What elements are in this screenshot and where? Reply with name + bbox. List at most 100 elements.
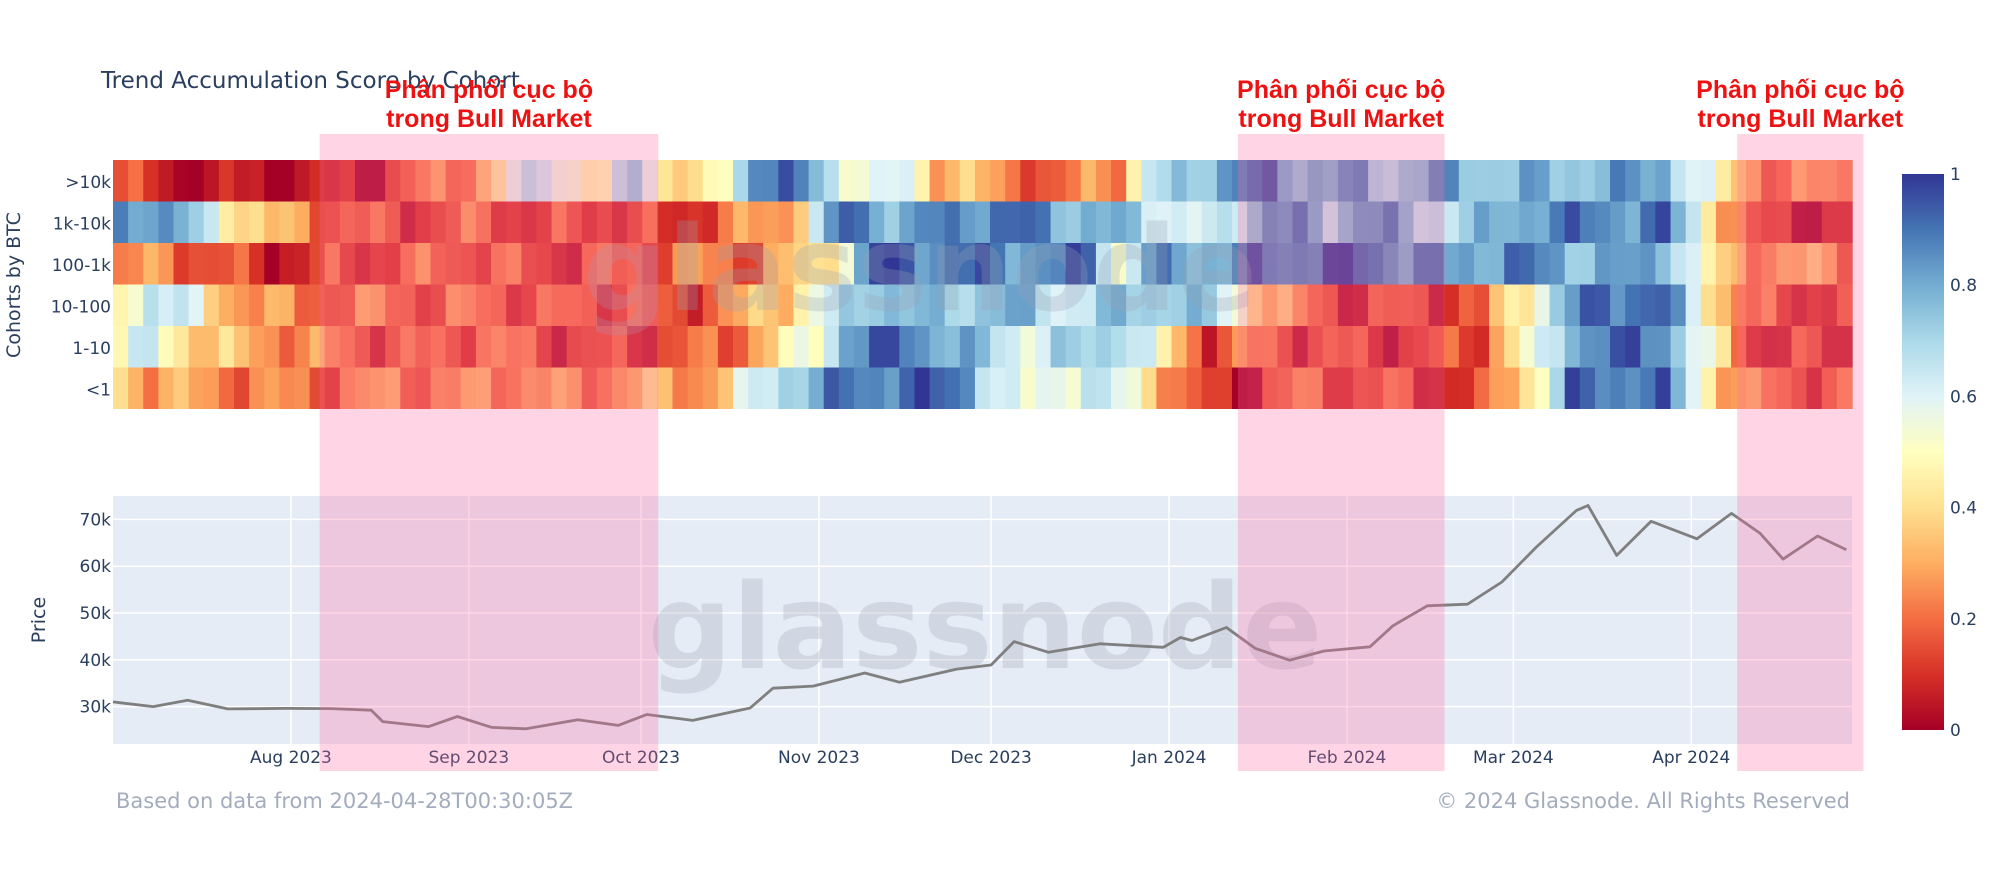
heatmap-cell (778, 326, 795, 368)
heatmap-cell (914, 367, 931, 409)
heatmap-cell (1247, 243, 1263, 285)
heatmap-cell (1489, 326, 1505, 368)
heatmap-cell (551, 201, 568, 243)
colorbar-tick: 1 (1950, 165, 1961, 185)
heatmap-cell (491, 201, 507, 243)
price-x-tick: Jan 2024 (1131, 748, 1207, 768)
heatmap-cell (1020, 243, 1037, 285)
heatmap-cell (808, 243, 825, 285)
heatmap-cell (1655, 201, 1672, 243)
heatmap-cell (1655, 326, 1672, 368)
heatmap-cell (1005, 201, 1021, 243)
heatmap-cell (1731, 243, 1747, 285)
heatmap-cell (1836, 326, 1853, 368)
heatmap-cell (717, 243, 734, 285)
heatmap-cell (899, 243, 916, 285)
heatmap-cell (1428, 326, 1445, 368)
heatmap-cell (1776, 160, 1793, 202)
heatmap-cell (1337, 284, 1354, 326)
heatmap-cell (1776, 284, 1793, 326)
heatmap-cell (1111, 326, 1127, 368)
heatmap-cell (1201, 201, 1218, 243)
heatmap-cell (203, 201, 220, 243)
heatmap-cell (1579, 284, 1596, 326)
heatmap-cell (324, 326, 341, 368)
heatmap-cell (1065, 160, 1082, 202)
heatmap-cell (1534, 326, 1551, 368)
heatmap-cell (944, 284, 961, 326)
heatmap-cell (1761, 284, 1778, 326)
heatmap-cell (506, 160, 522, 202)
heatmap-cell (717, 367, 734, 409)
heatmap-cell (1413, 367, 1430, 409)
heatmap-cell (1791, 160, 1808, 202)
heatmap-cell (1201, 243, 1218, 285)
heatmap-cell (1065, 367, 1082, 409)
heatmap-cell (354, 326, 371, 368)
heatmap-cell (113, 160, 129, 202)
heatmap-cell (370, 243, 386, 285)
heatmap-cell (1247, 367, 1263, 409)
footer-source: Based on data from 2024-04-28T00:30:05Z (116, 789, 573, 813)
heatmap-cell (1776, 326, 1793, 368)
heatmap-cell (808, 201, 825, 243)
heatmap-cell (748, 284, 764, 326)
heatmap-cell (324, 160, 341, 202)
heatmap-row (113, 367, 1853, 409)
heatmap-cell (1791, 201, 1808, 243)
heatmap-cell (1413, 326, 1430, 368)
heatmap-cell (944, 201, 961, 243)
heatmap-cell (1458, 367, 1475, 409)
heatmap-cell (1292, 160, 1309, 202)
heatmap-cell (884, 367, 901, 409)
heatmap-cell (1670, 160, 1687, 202)
heatmap-cell (309, 160, 326, 202)
heatmap-cell (974, 201, 991, 243)
heatmap-cell (672, 201, 689, 243)
heatmap-cell (1625, 160, 1641, 202)
heatmap-cell (612, 284, 628, 326)
heatmap-cell (430, 243, 447, 285)
heatmap-cell (1731, 201, 1747, 243)
heatmap-cell (914, 243, 931, 285)
price-x-tick: Dec 2023 (950, 748, 1032, 768)
heatmap-cell (551, 326, 568, 368)
heatmap-cell (370, 160, 386, 202)
heatmap-cell (400, 201, 417, 243)
heatmap-cell (1700, 326, 1717, 368)
heatmap-cell (339, 284, 356, 326)
heatmap-cell (1080, 243, 1097, 285)
heatmap-cell (702, 201, 719, 243)
heatmap-cell (551, 284, 568, 326)
heatmap-cell (1095, 367, 1112, 409)
heatmap-cell (884, 243, 901, 285)
heatmap-cell (657, 201, 674, 243)
heatmap-cell (929, 201, 946, 243)
heatmap-cell (914, 160, 931, 202)
heatmap-cell (1186, 243, 1203, 285)
heatmap-cell (1141, 284, 1158, 326)
heatmap-cell (1670, 326, 1687, 368)
heatmap-cell (642, 326, 659, 368)
heatmap-cell (218, 160, 235, 202)
heatmap-cell (279, 243, 296, 285)
price-x-tick: Apr 2024 (1652, 748, 1730, 768)
heatmap-cell (914, 326, 931, 368)
heatmap-cell (173, 243, 190, 285)
heatmap-cell (1579, 201, 1596, 243)
heatmap-cell (884, 326, 901, 368)
heatmap-cell (294, 367, 311, 409)
heatmap-cell (1307, 284, 1324, 326)
heatmap-cell (1095, 243, 1112, 285)
heatmap-cell (1383, 201, 1400, 243)
heatmap-cell (1519, 160, 1536, 202)
heatmap-cell (1594, 243, 1611, 285)
heatmap-cell (1292, 284, 1309, 326)
heatmap-cell (1806, 243, 1823, 285)
heatmap-cell (1398, 284, 1415, 326)
heatmap-cell (959, 326, 976, 368)
heatmap-cell (1277, 284, 1294, 326)
annotation-label: Phân phối cục bộ trong Bull Market (1191, 76, 1491, 134)
heatmap-cell (1005, 243, 1021, 285)
heatmap-cell (1715, 367, 1732, 409)
